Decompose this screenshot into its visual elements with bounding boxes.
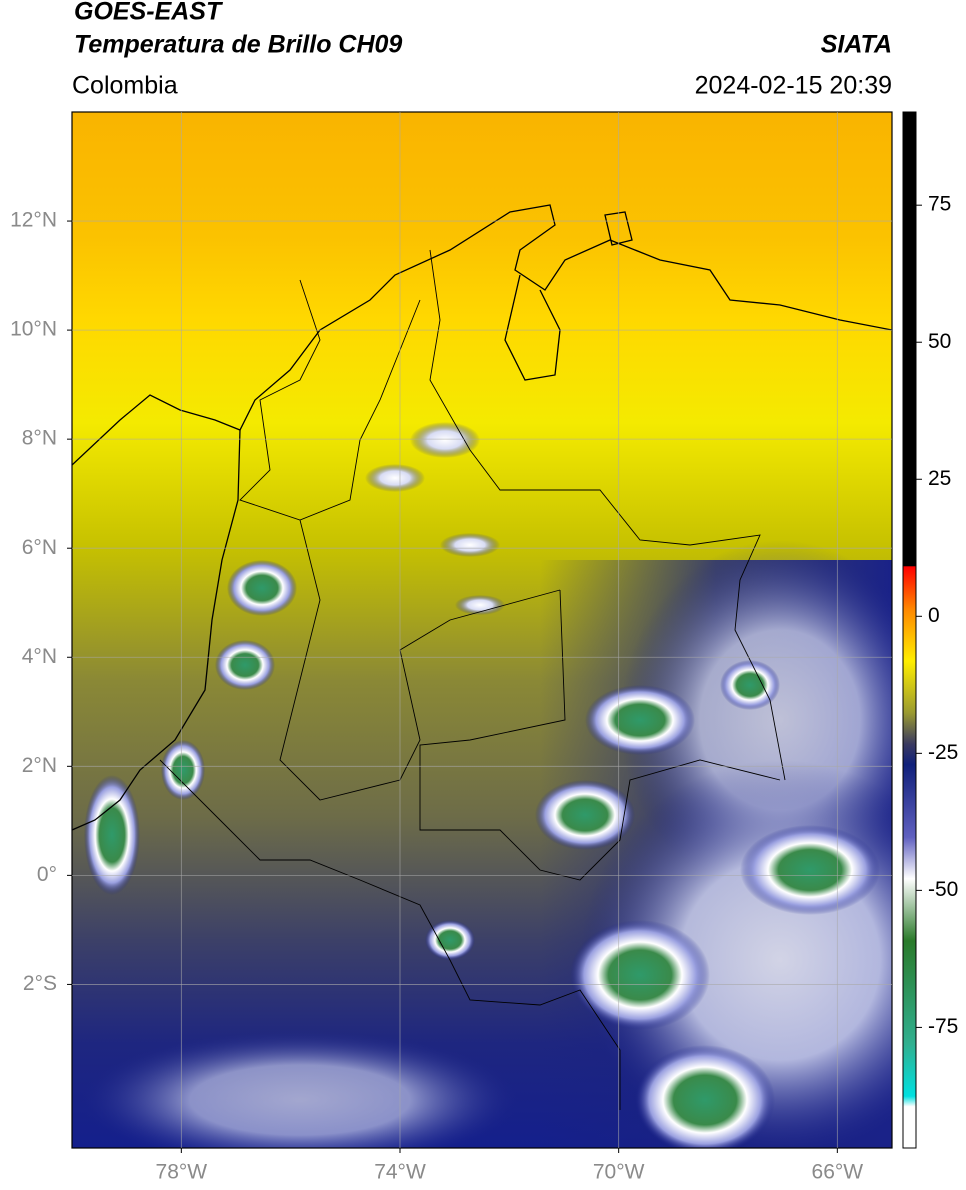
y-tick-label: 10°N [10, 318, 57, 341]
colorbar-label: 50 [928, 330, 951, 353]
colorbar-label: -25 [928, 741, 958, 764]
colorbar-label: 25 [928, 467, 951, 490]
x-tick-label: 78°W [156, 1161, 208, 1184]
region: Colombia [72, 72, 178, 100]
x-tick-label: 66°W [812, 1161, 864, 1184]
y-tick-label: 12°N [10, 209, 57, 232]
y-tick-label: 6°N [22, 536, 57, 559]
title: GOES-EAST [74, 0, 224, 26]
y-tick-label: 2°S [23, 972, 57, 995]
x-tick-label: 70°W [593, 1161, 645, 1184]
colorbar-label: 0 [928, 604, 940, 627]
axes: 78°W 74°W 70°W 66°W 12°N 10°N 8°N 6°N 4°N 2°N 0° 2°… [10, 112, 958, 1184]
colorbar-label: 75 [928, 193, 951, 216]
subtitle: Temperatura de Brillo CH09 [74, 31, 402, 59]
y-tick-label: 0° [37, 863, 57, 886]
y-tick-label: 8°N [22, 427, 57, 450]
map-image [72, 112, 892, 1148]
map-frame [71, 111, 893, 1149]
y-tick-label: 4°N [22, 645, 57, 668]
datetime: 2024-02-15 20:39 [695, 72, 892, 100]
colorbar [902, 111, 917, 1149]
x-tick-label: 74°W [374, 1161, 426, 1184]
source: SIATA [821, 31, 892, 59]
y-tick-label: 2°N [22, 754, 57, 777]
colorbar-label: -75 [928, 1015, 958, 1038]
colorbar-label: -50 [928, 878, 958, 901]
